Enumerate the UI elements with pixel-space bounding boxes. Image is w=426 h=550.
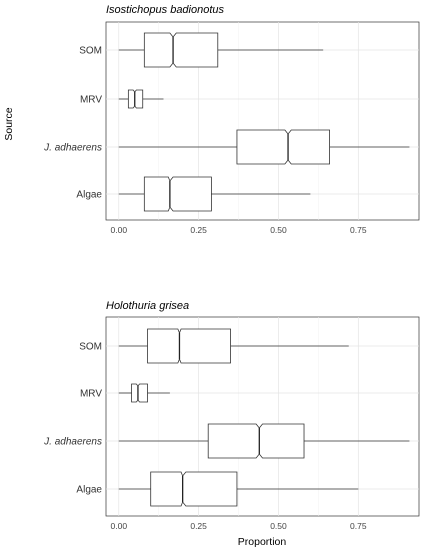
x-tick-labels: 0.00 0.25 0.50 0.75 — [111, 225, 367, 235]
x-tick-label: 0.25 — [190, 225, 207, 235]
box-j-adhaerens — [118, 423, 410, 459]
category-labels: SOM MRV J. adhaerens Algae — [43, 46, 102, 201]
boxplots — [118, 328, 410, 507]
box-body — [150, 471, 238, 507]
box-som — [118, 32, 324, 68]
panel-title: Isostichopus badionotus — [106, 4, 225, 16]
category-labels: SOM MRV J. adhaerens Algae — [43, 342, 102, 496]
box-body — [131, 383, 148, 403]
box-som — [118, 328, 349, 364]
category-label: MRV — [80, 389, 102, 400]
box-body — [127, 89, 144, 109]
category-label: J. adhaerens — [43, 437, 102, 448]
box-body — [143, 32, 219, 68]
x-tick-label: 0.00 — [111, 225, 128, 235]
panel-title: Holothuria grisea — [106, 300, 189, 312]
x-axis-label: Proportion — [238, 536, 287, 548]
panel-holothuria: Holothuria grisea SOM MRV J. adhaerens Alga… — [43, 300, 420, 548]
x-tick-label: 0.25 — [190, 521, 207, 531]
category-label: J. adhaerens — [43, 143, 102, 154]
category-label: Algae — [76, 485, 102, 496]
box-body — [147, 328, 231, 364]
y-axis-label: Source — [3, 107, 15, 140]
x-tick-labels: 0.00 0.25 0.50 0.75 — [111, 521, 367, 531]
box-body — [207, 423, 305, 459]
panel-isostichopus: Isostichopus badionotus SOM MRV J. adhaere… — [3, 4, 420, 235]
box-mrv — [118, 383, 170, 403]
x-tick-label: 0.50 — [270, 225, 287, 235]
x-tick-label: 0.75 — [350, 521, 367, 531]
category-label: MRV — [80, 95, 102, 106]
x-tick-label: 0.50 — [270, 521, 287, 531]
box-algae — [118, 176, 311, 212]
x-tick-label: 0.00 — [111, 521, 128, 531]
x-tick-label: 0.75 — [350, 225, 367, 235]
box-mrv — [118, 89, 164, 109]
box-body — [236, 129, 330, 165]
box-algae — [118, 471, 359, 507]
category-label: SOM — [79, 342, 102, 353]
box-body — [143, 176, 212, 212]
category-label: Algae — [76, 190, 102, 201]
category-label: SOM — [79, 46, 102, 57]
boxplots — [118, 32, 410, 212]
box-j-adhaerens — [118, 129, 410, 165]
